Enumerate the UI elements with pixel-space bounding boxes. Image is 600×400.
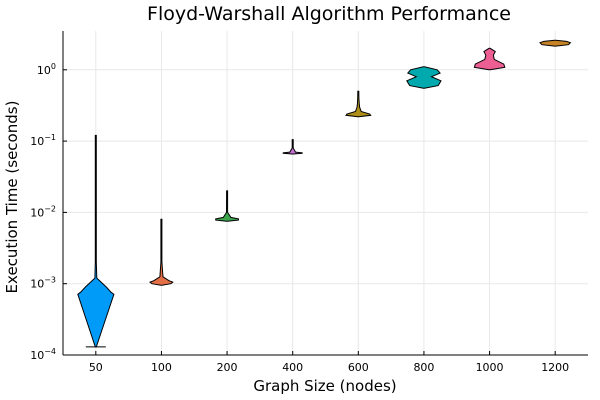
- violin-800: [406, 66, 442, 89]
- x-tick-label-1200: 1200: [541, 361, 569, 374]
- violins: [77, 39, 572, 348]
- chart-title: Floyd-Warshall Algorithm Performance: [147, 3, 511, 25]
- grid: [63, 31, 588, 356]
- x-tick-label-800: 800: [413, 361, 434, 374]
- x-tick-label-1000: 1000: [476, 361, 504, 374]
- violin-1000: [473, 47, 506, 71]
- y-ticks: 10−4 10−3 10−2 10−1 100: [30, 62, 67, 362]
- x-axis-label: Graph Size (nodes): [253, 377, 396, 395]
- y-axis-label: Execution Time (seconds): [3, 101, 21, 294]
- violin-200: [215, 190, 239, 222]
- y-tick-label: 100: [37, 62, 56, 77]
- y-tick-label: 10−4: [30, 347, 56, 362]
- x-tick-label-600: 600: [348, 361, 369, 374]
- violin-600: [345, 90, 372, 118]
- x-tick-label-400: 400: [282, 361, 303, 374]
- violin-50: [77, 134, 115, 348]
- y-tick-label: 10−3: [30, 276, 56, 291]
- x-tick-label-100: 100: [151, 361, 172, 374]
- violin-100: [149, 218, 174, 286]
- violin-400: [282, 139, 303, 155]
- y-tick-label: 10−2: [30, 204, 56, 219]
- x-ticks: 50 100 200 400 600 800 1000 1200: [89, 351, 569, 374]
- x-tick-label-50: 50: [89, 361, 103, 374]
- x-tick-label-200: 200: [217, 361, 238, 374]
- axes: [62, 31, 588, 356]
- violin-1200: [539, 39, 572, 47]
- y-tick-label: 10−1: [30, 133, 56, 148]
